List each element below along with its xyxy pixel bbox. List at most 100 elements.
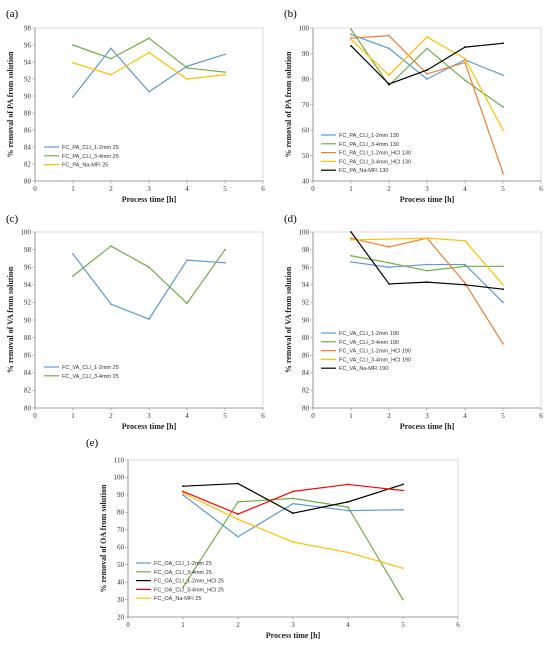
legend-label: FC_OA_Na-MFI 25 bbox=[154, 596, 201, 602]
legend-label: FC_VA_CLI_1-2mm_HCl 190 bbox=[339, 349, 411, 355]
legend-label: FC_PA_CLI_1-2mm 130 bbox=[339, 133, 399, 139]
data-point bbox=[186, 259, 188, 262]
x-tick-label: 1 bbox=[181, 621, 185, 629]
data-point bbox=[388, 261, 390, 264]
chart-panel-1: (a) 0 1 2 3 4 5 6 80 82 84 86 88 90 92 94 96 98 Process ti… bbox=[6, 8, 265, 204]
data-point bbox=[426, 78, 428, 80]
data-point bbox=[350, 33, 352, 36]
data-point bbox=[182, 485, 184, 488]
series-line-1 bbox=[72, 253, 226, 320]
y-axis-label: % removal of PA from solution bbox=[284, 51, 293, 158]
x-tick-label: 5 bbox=[501, 412, 505, 420]
y-tick-label: 90 bbox=[117, 491, 125, 499]
x-tick-label: 5 bbox=[223, 412, 227, 420]
x-tick-label: 4 bbox=[185, 412, 189, 420]
y-tick-label: 100 bbox=[114, 474, 125, 482]
data-point bbox=[350, 37, 352, 40]
y-tick-label: 50 bbox=[117, 561, 125, 569]
data-point bbox=[502, 265, 504, 268]
data-point bbox=[72, 275, 74, 277]
series-line-3 bbox=[350, 237, 504, 345]
y-tick-label: 90 bbox=[302, 50, 310, 58]
legend-label: FC_VA_CLI_1-2mm 25 bbox=[62, 365, 119, 371]
data-point bbox=[464, 283, 466, 286]
data-point bbox=[110, 47, 112, 50]
series-line-2 bbox=[72, 245, 226, 304]
x-tick-label: 3 bbox=[425, 185, 429, 193]
panel-label: (a) bbox=[6, 8, 19, 20]
data-point bbox=[186, 78, 188, 80]
series-line-1 bbox=[350, 33, 504, 80]
y-tick-label: 96 bbox=[302, 264, 310, 272]
data-point bbox=[224, 73, 226, 76]
data-point bbox=[182, 490, 184, 493]
data-point bbox=[388, 238, 390, 240]
y-tick-label: 100 bbox=[299, 24, 310, 32]
data-point bbox=[388, 84, 390, 87]
plot-frame bbox=[312, 27, 542, 182]
data-point bbox=[292, 497, 294, 500]
data-point bbox=[426, 47, 428, 50]
y-axis-label: % removal of OA from solution bbox=[99, 484, 108, 592]
y-tick-label: 86 bbox=[24, 126, 32, 134]
data-point bbox=[292, 541, 294, 543]
x-tick-label: 1 bbox=[71, 412, 75, 420]
data-point bbox=[224, 261, 226, 264]
y-tick-label: 110 bbox=[114, 456, 125, 464]
y-tick-label: 30 bbox=[117, 596, 125, 604]
data-point bbox=[388, 283, 390, 285]
x-tick-label: 4 bbox=[463, 412, 467, 420]
data-point bbox=[502, 172, 504, 175]
x-axis-label: Process time [h] bbox=[400, 422, 455, 431]
legend-label: FC_PA_CLI_3-4mm 25 bbox=[62, 154, 119, 160]
data-point bbox=[388, 74, 390, 77]
x-tick-label: 4 bbox=[185, 185, 189, 193]
x-tick-label: 0 bbox=[126, 621, 130, 629]
y-tick-label: 92 bbox=[302, 299, 310, 307]
data-point bbox=[464, 79, 466, 82]
y-tick-label: 80 bbox=[24, 404, 32, 412]
legend-label: FC_PA_CLI_1-2mm 25 bbox=[62, 145, 119, 151]
data-point bbox=[292, 512, 294, 515]
data-point bbox=[426, 73, 428, 75]
x-tick-label: 6 bbox=[539, 412, 543, 420]
data-point bbox=[110, 73, 112, 76]
x-tick-label: 3 bbox=[147, 412, 151, 420]
x-tick-label: 3 bbox=[425, 412, 429, 420]
y-tick-label: 60 bbox=[117, 544, 125, 552]
data-point bbox=[72, 61, 74, 64]
series-line-1 bbox=[72, 47, 226, 98]
chart-panel-2: (b) 0 1 2 3 4 5 6 40 50 60 70 80 90 100 Process time [h… bbox=[284, 8, 543, 204]
data-point bbox=[426, 36, 428, 38]
x-tick-label: 5 bbox=[501, 185, 505, 193]
y-tick-label: 88 bbox=[24, 334, 32, 342]
data-point bbox=[347, 483, 349, 486]
y-tick-label: 86 bbox=[302, 352, 310, 360]
data-point bbox=[148, 318, 150, 321]
y-tick-label: 86 bbox=[24, 352, 32, 360]
data-point bbox=[292, 490, 294, 493]
data-point bbox=[502, 74, 504, 77]
x-tick-label: 2 bbox=[236, 621, 240, 629]
chart-panel-3: (c) 0 1 2 3 4 5 6 80 82 84 86 88 90 92 94 96 98 100 Process… bbox=[6, 213, 265, 431]
data-point bbox=[186, 65, 188, 68]
x-axis-label: Process time [h] bbox=[122, 422, 177, 431]
data-point bbox=[148, 90, 150, 93]
y-tick-label: 96 bbox=[24, 41, 32, 49]
y-tick-label: 50 bbox=[302, 152, 310, 160]
y-tick-label: 82 bbox=[24, 160, 32, 168]
data-point bbox=[350, 239, 352, 241]
y-tick-label: 84 bbox=[302, 369, 310, 377]
y-tick-label: 40 bbox=[302, 177, 310, 185]
y-tick-label: 90 bbox=[302, 316, 310, 324]
data-point bbox=[502, 283, 504, 286]
legend-label: FC_PA_CLI_3-4mm 130 bbox=[339, 142, 399, 148]
series-line-3 bbox=[72, 52, 226, 80]
x-tick-label: 6 bbox=[456, 621, 460, 629]
data-point bbox=[350, 44, 352, 47]
y-tick-label: 70 bbox=[117, 526, 125, 534]
y-tick-label: 90 bbox=[24, 316, 32, 324]
data-point bbox=[237, 500, 239, 503]
x-tick-label: 2 bbox=[387, 412, 391, 420]
